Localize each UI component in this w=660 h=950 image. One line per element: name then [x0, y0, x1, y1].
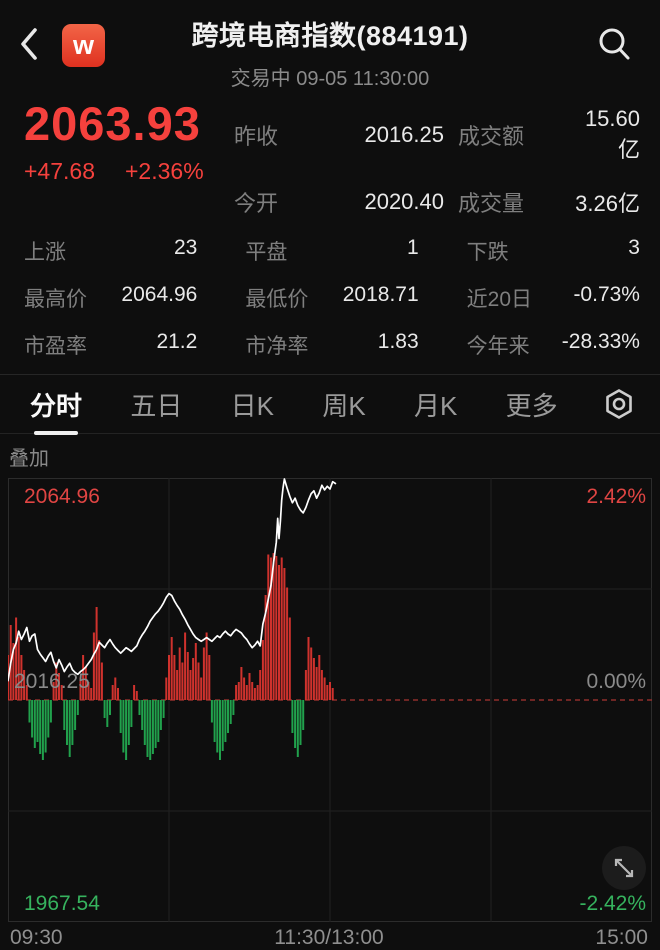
- last20d-label: 近20日: [466, 288, 533, 311]
- stats-row-range: 最高价 2064.96 最低价 2018.71 近20日 -0.73%: [24, 283, 640, 313]
- intraday-chart-canvas: [8, 478, 652, 922]
- time-axis-close: 15:00: [595, 926, 648, 949]
- tab-weekly-k[interactable]: 周K: [322, 390, 366, 421]
- volume-value: 3.26亿: [575, 191, 640, 216]
- low-value: 2018.71: [342, 283, 419, 306]
- intraday-chart[interactable]: 2064.96 2.42% 2016.25 0.00% 1967.54 -2.4…: [0, 478, 660, 922]
- stats-row-valuation: 市盈率 21.2 市净率 1.83 今年来 -28.33%: [24, 330, 640, 360]
- advancers-label: 上涨: [24, 241, 66, 264]
- ytd-value: -28.33%: [561, 330, 640, 353]
- tab-more[interactable]: 更多: [505, 390, 558, 421]
- decliners-label: 下跌: [466, 241, 509, 264]
- title-box: 跨境电商指数(884191) 交易中 09-05 11:30:00: [0, 0, 660, 91]
- last-price: 2063.93: [24, 97, 201, 150]
- section-divider: [0, 374, 660, 375]
- chart-settings-button[interactable]: [604, 388, 634, 420]
- pb-value: 1.83: [377, 330, 419, 353]
- stats-row-advancers: 上涨 23 平盘 1 下跌 3: [24, 236, 640, 266]
- wind-logo[interactable]: w: [62, 24, 105, 67]
- last20d-value: -0.73%: [573, 283, 640, 306]
- expand-arrows-icon: [614, 858, 634, 878]
- prev-close-value: 2016.25: [364, 122, 444, 147]
- open-value: 2020.40: [364, 189, 444, 214]
- search-icon: [599, 28, 630, 60]
- wind-logo-letter: w: [72, 30, 94, 60]
- price-change-pct: +2.36%: [125, 157, 204, 184]
- pe-label: 市盈率: [24, 335, 87, 358]
- time-axis-open: 09:30: [10, 926, 63, 949]
- advancers-value: 23: [173, 236, 198, 259]
- search-button[interactable]: [596, 26, 632, 67]
- ytd-label: 今年来: [466, 335, 530, 358]
- overlay-row: 叠加: [0, 434, 660, 478]
- stats-section: 上涨 23 平盘 1 下跌 3 最高价 2064.96 最低价 2018.71 近20日 -…: [0, 224, 660, 362]
- pe-value: 21.2: [156, 330, 198, 353]
- high-label: 最高价: [24, 288, 87, 311]
- tabs-divider: [0, 433, 660, 434]
- price-change: +47.68: [24, 157, 95, 184]
- decliners-value: 3: [628, 236, 640, 259]
- pb-label: 市净率: [245, 335, 309, 358]
- tab-daily-k[interactable]: 日K: [230, 390, 274, 421]
- chart-low-price-label: 1967.54: [24, 892, 100, 915]
- chart-high-pct-label: 2.42%: [586, 485, 646, 508]
- overlay-add-button[interactable]: 叠加: [9, 447, 49, 470]
- chevron-left-icon: [21, 28, 37, 60]
- low-label: 最低价: [245, 288, 309, 311]
- page-title: 跨境电商指数(884191): [191, 21, 469, 51]
- high-value: 2064.96: [121, 283, 198, 306]
- settings-nut-icon: [606, 389, 632, 419]
- chart-tabs: 分时 五日 日K 周K 月K 更多: [0, 375, 660, 433]
- unchanged-label: 平盘: [245, 241, 288, 264]
- tab-intraday[interactable]: 分时: [28, 376, 84, 433]
- back-button[interactable]: [14, 24, 44, 64]
- chart-high-price-label: 2064.96: [24, 485, 100, 508]
- tab-five-day[interactable]: 五日: [130, 390, 183, 421]
- trading-status: 交易中 09-05 11:30:00: [230, 68, 430, 90]
- unchanged-value: 1: [406, 236, 419, 259]
- chart-low-pct-label: -2.42%: [579, 892, 646, 915]
- quote-section: 2063.93 +47.68 +2.36% 昨收 2016.25 成交额 15.…: [0, 88, 660, 222]
- time-axis-noon: 11:30/13:00: [274, 926, 384, 949]
- prev-close-label: 昨收: [234, 124, 279, 149]
- chart-zero-pct-label: 0.00%: [586, 670, 646, 693]
- tab-monthly-k[interactable]: 月K: [413, 390, 458, 421]
- fullscreen-button[interactable]: [602, 846, 646, 890]
- chart-prevclose-price-label: 2016.25: [14, 670, 90, 693]
- price-block: 2063.93 +47.68 +2.36%: [24, 98, 234, 185]
- quote-summary-grid: 昨收 2016.25 成交额 15.60亿 今开 2020.40 成交量 3.2…: [234, 98, 640, 218]
- time-axis: 09:30 11:30/13:00 15:00: [0, 922, 660, 950]
- turnover-label: 成交额: [458, 124, 525, 149]
- header: w 跨境电商指数(884191) 交易中 09-05 11:30:00: [0, 0, 660, 91]
- open-label: 今开: [234, 191, 279, 216]
- volume-label: 成交量: [458, 191, 525, 216]
- turnover-value: 15.60亿: [584, 106, 640, 162]
